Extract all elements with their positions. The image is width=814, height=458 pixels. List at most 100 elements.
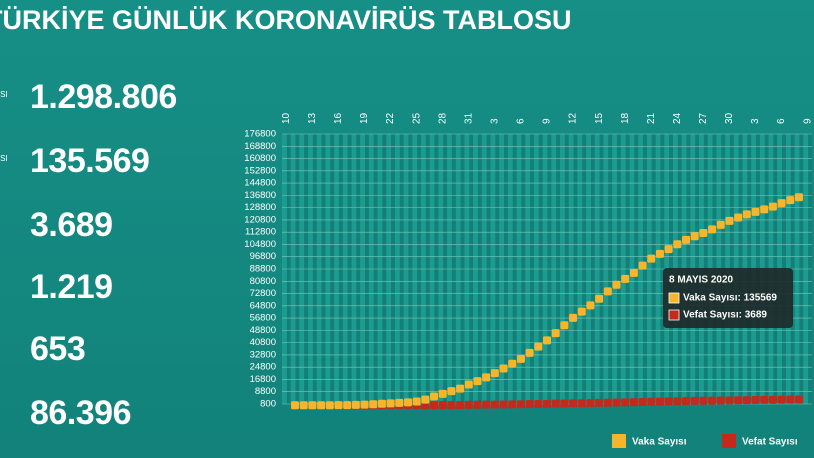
x-tick-label: 13 (307, 112, 318, 124)
point (317, 401, 326, 410)
point (447, 401, 456, 410)
tooltip: 8 MAYIS 2020 Vaka Sayısı: 135569 Vefat Say… (663, 268, 793, 328)
point (708, 396, 717, 405)
point (577, 399, 586, 408)
y-tick-label: 112800 (245, 227, 276, 238)
x-tick-label: 31 (463, 112, 474, 124)
point (725, 396, 734, 405)
point (638, 261, 647, 270)
point (386, 399, 395, 408)
point (490, 400, 499, 409)
x-tick-label: 3 (490, 118, 501, 124)
point (499, 364, 508, 373)
x-tick-label: 6 (516, 118, 527, 124)
point (794, 193, 803, 202)
point (456, 400, 465, 409)
point (395, 398, 404, 407)
point (655, 397, 664, 406)
point (430, 401, 439, 410)
point (673, 240, 682, 249)
point (438, 401, 447, 410)
point (343, 401, 352, 410)
x-tick-label: 30 (724, 112, 735, 124)
y-tick-label: 56800 (250, 313, 276, 324)
point (586, 399, 595, 408)
x-tick-label: 18 (620, 112, 631, 124)
point (768, 395, 777, 404)
y-tick-label: 72800 (250, 288, 276, 299)
point (586, 301, 595, 310)
y-tick-label: 96800 (250, 251, 276, 262)
point (534, 342, 543, 351)
page-title: TÜRKİYE GÜNLÜK KORONAVİRÜS TABLOSU (0, 5, 572, 35)
y-tick-label: 88800 (250, 264, 276, 275)
x-tick-label: 3 (750, 118, 761, 124)
point (325, 401, 334, 410)
x-tick-label: 24 (672, 112, 683, 124)
y-tick-label: 128800 (244, 202, 276, 213)
point (603, 287, 612, 296)
point (569, 313, 578, 322)
point (647, 254, 656, 263)
point (377, 399, 386, 408)
point (412, 397, 421, 406)
point (629, 268, 638, 277)
point (508, 400, 517, 409)
tooltip-line: Vaka Sayısı: 135569 (683, 293, 777, 304)
point (482, 400, 491, 409)
x-tick-label: 9 (542, 118, 553, 124)
legend-swatch (612, 434, 626, 448)
point (621, 274, 630, 283)
point (447, 387, 456, 396)
x-tick-label: 28 (437, 112, 448, 124)
point (690, 232, 699, 241)
stat-value: 135.569 (30, 142, 150, 180)
y-tick-label: 48800 (250, 325, 276, 336)
y-tick-label: 176800 (244, 129, 276, 140)
stat-value: 86.396 (30, 394, 132, 432)
point (403, 398, 412, 407)
point (690, 396, 699, 405)
stat-label: TOPLAM VEFAT SAYISI (0, 208, 12, 238)
point (621, 398, 630, 407)
point (577, 307, 586, 316)
x-tick-label: 15 (594, 112, 605, 124)
y-tick-label: 80800 (250, 276, 276, 287)
tooltip-box (663, 268, 793, 328)
tooltip-title: 8 MAYIS 2020 (669, 275, 734, 286)
point (664, 245, 673, 254)
point (638, 397, 647, 406)
tooltip-line: Vefat Sayısı: 3689 (683, 310, 767, 321)
legend-label: Vaka Sayısı (632, 437, 687, 448)
y-tick-label: 104800 (244, 239, 276, 250)
x-tick-label: 16 (333, 112, 344, 124)
point (716, 396, 725, 405)
point (534, 399, 543, 408)
point (421, 395, 430, 404)
x-tick-label: 9 (802, 118, 813, 124)
stat-label: TOPLAM TEST SAYISI (0, 90, 8, 99)
point (490, 369, 499, 378)
point (525, 348, 534, 357)
y-tick-label: 160800 (244, 153, 276, 164)
point (473, 377, 482, 386)
point (647, 397, 656, 406)
point (464, 380, 473, 389)
point (551, 399, 560, 408)
point (655, 249, 664, 258)
point (516, 354, 525, 363)
y-tick-label: 144800 (244, 178, 276, 189)
y-tick-label: 32800 (250, 349, 276, 360)
stat-value: 1.219 (30, 268, 113, 306)
point (308, 401, 317, 410)
point (734, 396, 743, 405)
point (299, 401, 308, 410)
x-tick-label: 25 (411, 112, 422, 124)
point (543, 336, 551, 345)
point (551, 329, 560, 338)
point (603, 398, 612, 407)
point (456, 384, 465, 393)
point (734, 213, 743, 222)
x-tick-label: 12 (568, 112, 579, 124)
x-tick-label: 19 (359, 112, 370, 124)
